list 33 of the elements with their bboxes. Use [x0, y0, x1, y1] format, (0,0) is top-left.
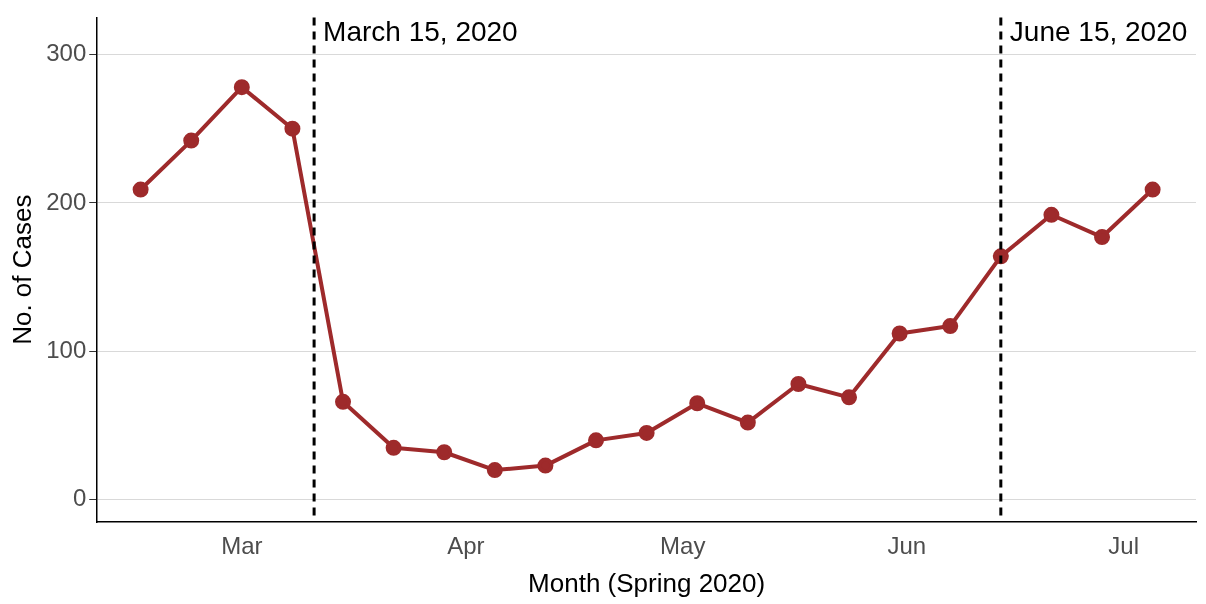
- y-tick-label: 0: [72, 484, 87, 512]
- point: [891, 325, 908, 342]
- point: [1094, 229, 1111, 246]
- point: [638, 424, 655, 441]
- point: [1043, 206, 1060, 223]
- point: [588, 432, 605, 449]
- point: [436, 444, 453, 461]
- x-tick-label: Apr: [447, 532, 485, 560]
- point: [942, 318, 959, 335]
- point: [132, 181, 149, 198]
- point: [689, 395, 706, 412]
- x-tick-label: Jun: [887, 532, 927, 560]
- point: [233, 79, 250, 96]
- ref-line-label: March 15, 2020: [323, 16, 518, 48]
- x-tick-label: Jul: [1108, 532, 1140, 560]
- point: [385, 439, 402, 456]
- x-axis-title: Month (Spring 2020): [528, 567, 766, 598]
- y-tick-label: 300: [46, 39, 87, 67]
- point: [335, 393, 352, 410]
- point: [841, 389, 858, 406]
- y-axis-title: No. of Cases: [6, 194, 37, 345]
- point: [183, 132, 200, 149]
- x-tick-label: May: [660, 532, 706, 560]
- y-tick-label: 100: [46, 335, 87, 363]
- point: [284, 120, 301, 137]
- point: [486, 462, 503, 479]
- point: [537, 457, 554, 474]
- ref-line-label: June 15, 2020: [1009, 16, 1188, 48]
- y-tick-label: 200: [46, 187, 87, 215]
- x-tick-label: Mar: [221, 532, 263, 560]
- point: [1144, 181, 1161, 198]
- point: [739, 414, 756, 431]
- point: [790, 375, 807, 392]
